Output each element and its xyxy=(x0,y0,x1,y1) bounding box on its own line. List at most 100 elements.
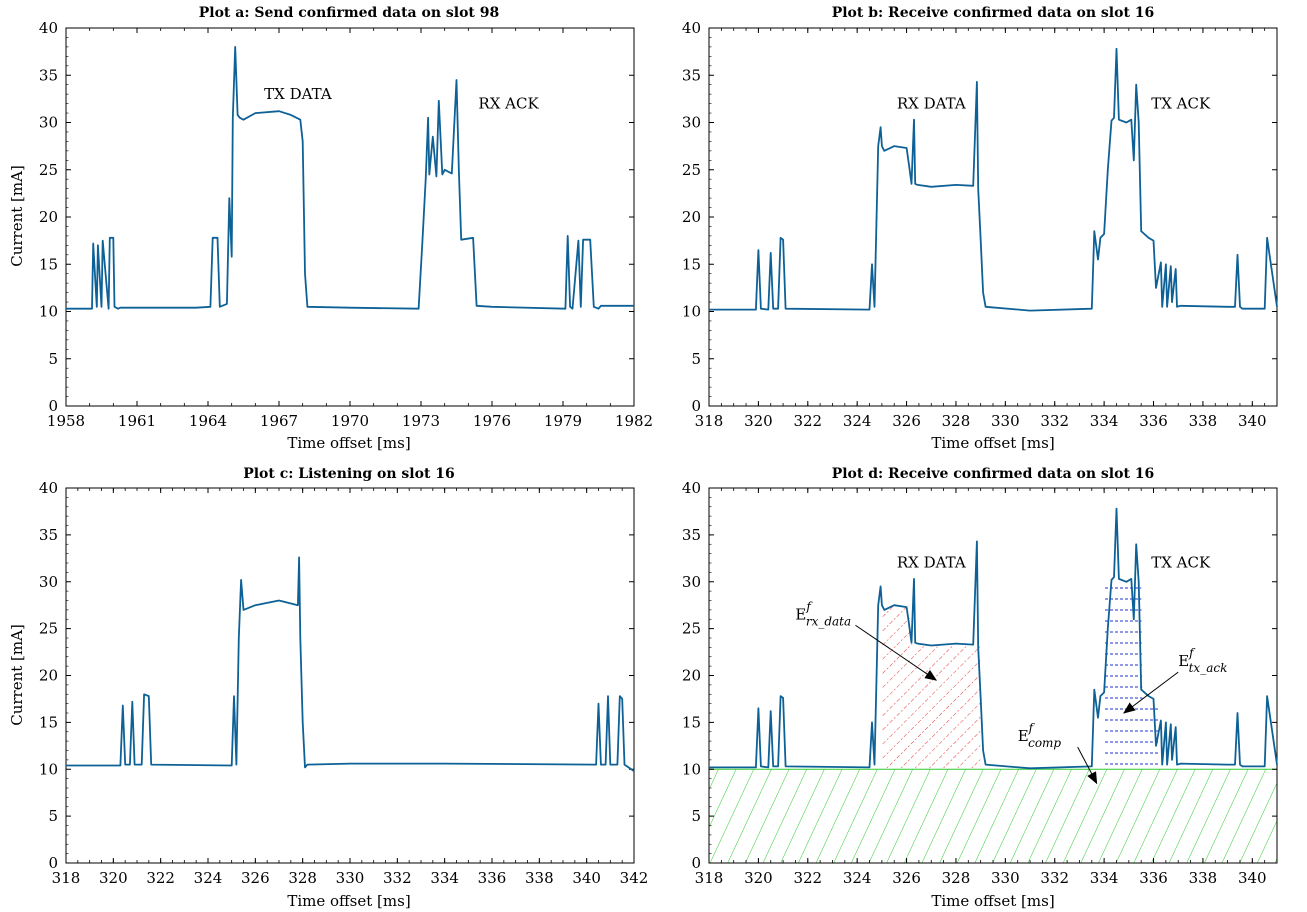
plot-c-ticks: 0 5 10 15 20 25 30 35 40 318 320 322 324 326 328 330 332… xyxy=(39,479,648,887)
region-rx_data xyxy=(881,605,981,770)
plot-d-xtick-label: 338 xyxy=(1189,869,1218,887)
plot-c-ylabel: Current [mA] xyxy=(8,624,26,726)
plot-a-title: Plot a: Send confirmed data on slot 98 xyxy=(199,5,500,21)
plot-b-xtick-label: 334 xyxy=(1090,412,1119,430)
plot-b-xtick-label: 338 xyxy=(1189,412,1218,430)
energy-arrow-tx_ack xyxy=(1123,671,1179,714)
plot-b-ytick-label: 30 xyxy=(682,114,701,132)
plot-d-xtick-label: 328 xyxy=(942,869,971,887)
plot-a-xtick-label: 1979 xyxy=(544,412,582,430)
plot-b-marks xyxy=(709,47,1278,312)
plot-c-xtick-label: 340 xyxy=(572,869,601,887)
plot-c-ytick-label: 10 xyxy=(39,760,58,778)
plot-c-xtick-label: 330 xyxy=(336,869,365,887)
plot-c-xtick-label: 320 xyxy=(99,869,128,887)
plot-d-energy-labels: Ef rx_data Ef tx_ack Ef comp xyxy=(795,599,1227,785)
plot-a-ticks: 0 5 10 15 20 25 30 35 40 1958 1961 1964 1967 1970 1973… xyxy=(39,19,653,430)
plot-a-xtick-label: 1973 xyxy=(402,412,440,430)
plot-b: Plot b: Receive confirmed data on slot 1… xyxy=(682,5,1278,452)
plot-c-xtick-label: 318 xyxy=(52,869,81,887)
plot-b-ytick-label: 15 xyxy=(682,255,701,273)
plot-d-xtick-label: 336 xyxy=(1139,869,1168,887)
plot-a-annotation-tx-data: TX DATA xyxy=(264,85,332,103)
plot-c-ytick-label: 0 xyxy=(48,854,58,872)
plot-c-ytick-label: 35 xyxy=(39,526,58,544)
plot-b-xtick-label: 322 xyxy=(793,412,822,430)
plot-a-series-line xyxy=(66,46,634,310)
plot-d-ytick-label: 0 xyxy=(691,854,701,872)
plot-d-xtick-label: 334 xyxy=(1090,869,1119,887)
plot-c-ytick-label: 30 xyxy=(39,573,58,591)
plot-b-xtick-label: 330 xyxy=(991,412,1020,430)
plot-b-ytick-label: 0 xyxy=(691,397,701,415)
region-comp xyxy=(708,768,1278,864)
plot-b-xtick-label: 320 xyxy=(744,412,773,430)
plot-c-xtick-label: 342 xyxy=(620,869,649,887)
plot-d-ytick-label: 20 xyxy=(682,667,701,685)
plot-d-annotation-rx-data: RX DATA xyxy=(897,554,966,572)
energy-arrow-comp xyxy=(1077,746,1098,785)
plot-c-xtick-label: 338 xyxy=(525,869,554,887)
plot-b-xtick-label: 340 xyxy=(1238,412,1267,430)
plot-b-annotation-rx-data: RX DATA xyxy=(897,94,966,112)
plot-c: Plot c: Listening on slot 16 Time offset… xyxy=(8,466,648,910)
plot-a-ylabel: Current [mA] xyxy=(8,165,26,267)
plot-a-xtick-label: 1982 xyxy=(615,412,653,430)
plot-d-xtick-label: 326 xyxy=(892,869,921,887)
plot-b-xtick-label: 326 xyxy=(892,412,921,430)
plot-c-xtick-label: 324 xyxy=(194,869,223,887)
plot-c-ytick-label: 15 xyxy=(39,713,58,731)
plot-d-xtick-label: 330 xyxy=(991,869,1020,887)
plot-b-ytick-label: 40 xyxy=(682,19,701,37)
plot-a-ytick-label: 40 xyxy=(39,19,58,37)
plot-d-regions xyxy=(708,581,1278,864)
plot-b-ytick-label: 20 xyxy=(682,208,701,226)
plot-d-ytick-label: 35 xyxy=(682,526,701,544)
plot-c-series-line xyxy=(66,556,635,772)
plot-b-ytick-label: 35 xyxy=(682,66,701,84)
plot-a-ytick-label: 10 xyxy=(39,303,58,321)
plot-a-ytick-label: 35 xyxy=(39,66,58,84)
energy-arrow-rx_data xyxy=(855,624,938,681)
plot-c-ytick-label: 25 xyxy=(39,620,58,638)
plot-c-xtick-label: 334 xyxy=(430,869,459,887)
plot-b-ytick-label: 5 xyxy=(691,350,701,368)
plot-d-ytick-label: 15 xyxy=(682,713,701,731)
plot-a-annotation-rx-ack: RX ACK xyxy=(478,94,539,112)
plot-d-ytick-label: 30 xyxy=(682,573,701,591)
plot-c-frame xyxy=(65,487,635,864)
plot-a-xtick-label: 1967 xyxy=(260,412,298,430)
plot-c-title: Plot c: Listening on slot 16 xyxy=(243,466,455,482)
plot-a: Plot a: Send confirmed data on slot 98 T… xyxy=(8,5,653,452)
plot-b-annotation-tx-ack: TX ACK xyxy=(1151,94,1211,112)
plot-c-ytick-label: 20 xyxy=(39,667,58,685)
plot-a-ytick-label: 20 xyxy=(39,208,58,226)
plot-d-xlabel: Time offset [ms] xyxy=(931,892,1054,910)
plot-d-ytick-label: 25 xyxy=(682,620,701,638)
plot-a-ytick-label: 5 xyxy=(48,350,58,368)
plot-b-series-line xyxy=(709,47,1278,312)
plot-a-ytick-label: 25 xyxy=(39,161,58,179)
plot-d-title: Plot d: Receive confirmed data on slot 1… xyxy=(832,466,1155,482)
energy-label-rx_data: Ef rx_data xyxy=(795,599,851,628)
plot-a-ytick-label: 0 xyxy=(48,397,58,415)
energy-label-comp: Ef comp xyxy=(1018,721,1062,750)
plot-d-xtick-label: 340 xyxy=(1238,869,1267,887)
plot-a-frame xyxy=(65,27,635,407)
plot-b-xtick-label: 332 xyxy=(1040,412,1069,430)
plot-d-xtick-label: 322 xyxy=(793,869,822,887)
plot-c-xtick-label: 336 xyxy=(478,869,507,887)
plot-c-ytick-label: 5 xyxy=(48,807,58,825)
plot-c-xlabel: Time offset [ms] xyxy=(287,892,410,910)
plot-b-ticks: 0 5 10 15 20 25 30 35 40 318 320 322 324 326 328 330 332… xyxy=(682,19,1278,430)
plot-b-xtick-label: 318 xyxy=(695,412,724,430)
plot-c-xtick-label: 326 xyxy=(241,869,270,887)
plot-a-xlabel: Time offset [ms] xyxy=(287,434,410,452)
plot-b-frame xyxy=(708,27,1278,407)
plot-d-xtick-label: 332 xyxy=(1040,869,1069,887)
plot-c-xtick-label: 332 xyxy=(383,869,412,887)
plot-d-ticks: 0 5 10 15 20 25 30 35 40 318 320 322 324 326 328 330 332… xyxy=(682,479,1278,887)
plot-b-ytick-label: 10 xyxy=(682,303,701,321)
energy-label-tx_ack: Ef tx_ack xyxy=(1178,646,1227,675)
